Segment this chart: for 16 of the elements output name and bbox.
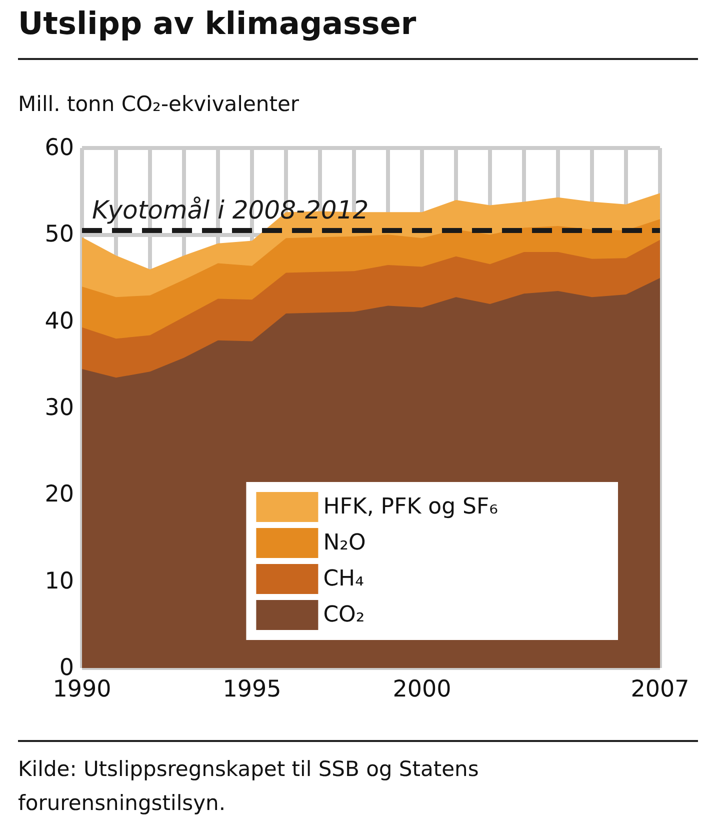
text: Kilde: Utslippsregnskapet til SSB og Statens forurensningstilsyn.	[18, 756, 480, 817]
x-tick-label: 1995	[222, 676, 282, 702]
x-tick-label: 2007	[630, 676, 690, 702]
y-tick-label: 40	[44, 308, 74, 334]
y-tick-label: 10	[44, 568, 74, 594]
y-axis-title: Mill. tonn CO₂-ekvivalenter	[18, 92, 300, 116]
legend-label: HFK, PFK og SF₆	[323, 494, 498, 520]
legend-label: CH₄	[323, 566, 364, 592]
y-tick-label: 20	[44, 482, 74, 508]
chart-title: Utslipp av klimagasser	[18, 6, 416, 42]
x-tick-label: 2000	[392, 676, 452, 702]
legend-label: N₂O	[323, 530, 366, 556]
y-tick-label: 30	[44, 395, 74, 421]
y-tick-label: 50	[44, 222, 74, 248]
y-tick-label: 60	[44, 135, 74, 161]
legend-label: CO₂	[323, 602, 365, 628]
